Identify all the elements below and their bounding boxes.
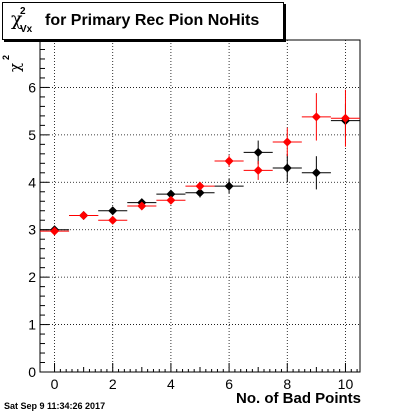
marker xyxy=(311,112,321,122)
marker xyxy=(311,168,321,178)
marker xyxy=(340,113,350,123)
data-point xyxy=(330,89,360,147)
marker xyxy=(108,206,118,216)
y-axis-label-superscript: 2 xyxy=(1,55,11,60)
data-point xyxy=(243,140,273,165)
y-tick-label: 6 xyxy=(28,79,36,95)
data-point xyxy=(301,156,331,190)
data-point xyxy=(301,93,331,141)
x-tick-label: 0 xyxy=(51,376,59,392)
x-tick-label: 2 xyxy=(109,376,117,392)
marker xyxy=(224,181,234,191)
series-black xyxy=(40,104,360,235)
grid-lines xyxy=(40,40,360,373)
data-point xyxy=(156,195,186,205)
y-tick-label: 3 xyxy=(28,222,36,238)
chart-title: χ 2 Vx for Primary Rec Pion NoHits xyxy=(2,2,284,40)
series-red xyxy=(40,89,360,236)
data-point xyxy=(214,155,244,167)
y-tick-label: 2 xyxy=(28,269,36,285)
axes: 0 1 2 3 4 5 6 0 2 4 6 8 10 χ 2 xyxy=(1,39,358,392)
marker xyxy=(282,163,292,173)
marker xyxy=(195,181,205,191)
y-tick-label: 0 xyxy=(28,364,36,380)
data-marks xyxy=(40,89,360,236)
marker xyxy=(108,215,118,225)
y-tick-label: 4 xyxy=(28,174,36,190)
data-point xyxy=(185,181,215,191)
data-point xyxy=(40,226,70,236)
plot-frame xyxy=(39,39,361,373)
data-point xyxy=(214,178,244,194)
data-point xyxy=(272,153,302,183)
marker xyxy=(282,137,292,147)
marker xyxy=(195,188,205,198)
x-tick-label: 8 xyxy=(283,376,291,392)
marker xyxy=(137,201,147,211)
title-text: for Primary Rec Pion NoHits xyxy=(45,12,260,29)
y-tick-label: 5 xyxy=(28,127,36,143)
marker xyxy=(253,165,263,175)
marker xyxy=(50,226,60,236)
x-axis-label: No. of Bad Points xyxy=(236,390,361,407)
title-superscript: 2 xyxy=(20,6,26,17)
data-point xyxy=(127,201,157,211)
marker xyxy=(166,195,176,205)
title-symbol: χ xyxy=(11,8,23,30)
marker xyxy=(253,147,263,157)
data-point xyxy=(156,189,186,199)
timestamp-footer: Sat Sep 9 11:34:26 2017 xyxy=(4,401,106,411)
data-point xyxy=(98,215,128,225)
title-subscript: Vx xyxy=(20,24,33,35)
data-point xyxy=(272,127,302,157)
y-axis-label: χ xyxy=(6,63,24,72)
marker xyxy=(224,156,234,166)
data-point xyxy=(185,187,215,198)
data-point xyxy=(243,160,273,180)
x-tick-label: 10 xyxy=(338,376,354,392)
marker xyxy=(79,210,89,220)
x-tick-label: 6 xyxy=(225,376,233,392)
data-point xyxy=(69,210,99,220)
data-point xyxy=(98,206,128,216)
marker xyxy=(166,189,176,199)
y-tick-label: 1 xyxy=(28,317,36,333)
x-tick-label: 4 xyxy=(167,376,175,392)
